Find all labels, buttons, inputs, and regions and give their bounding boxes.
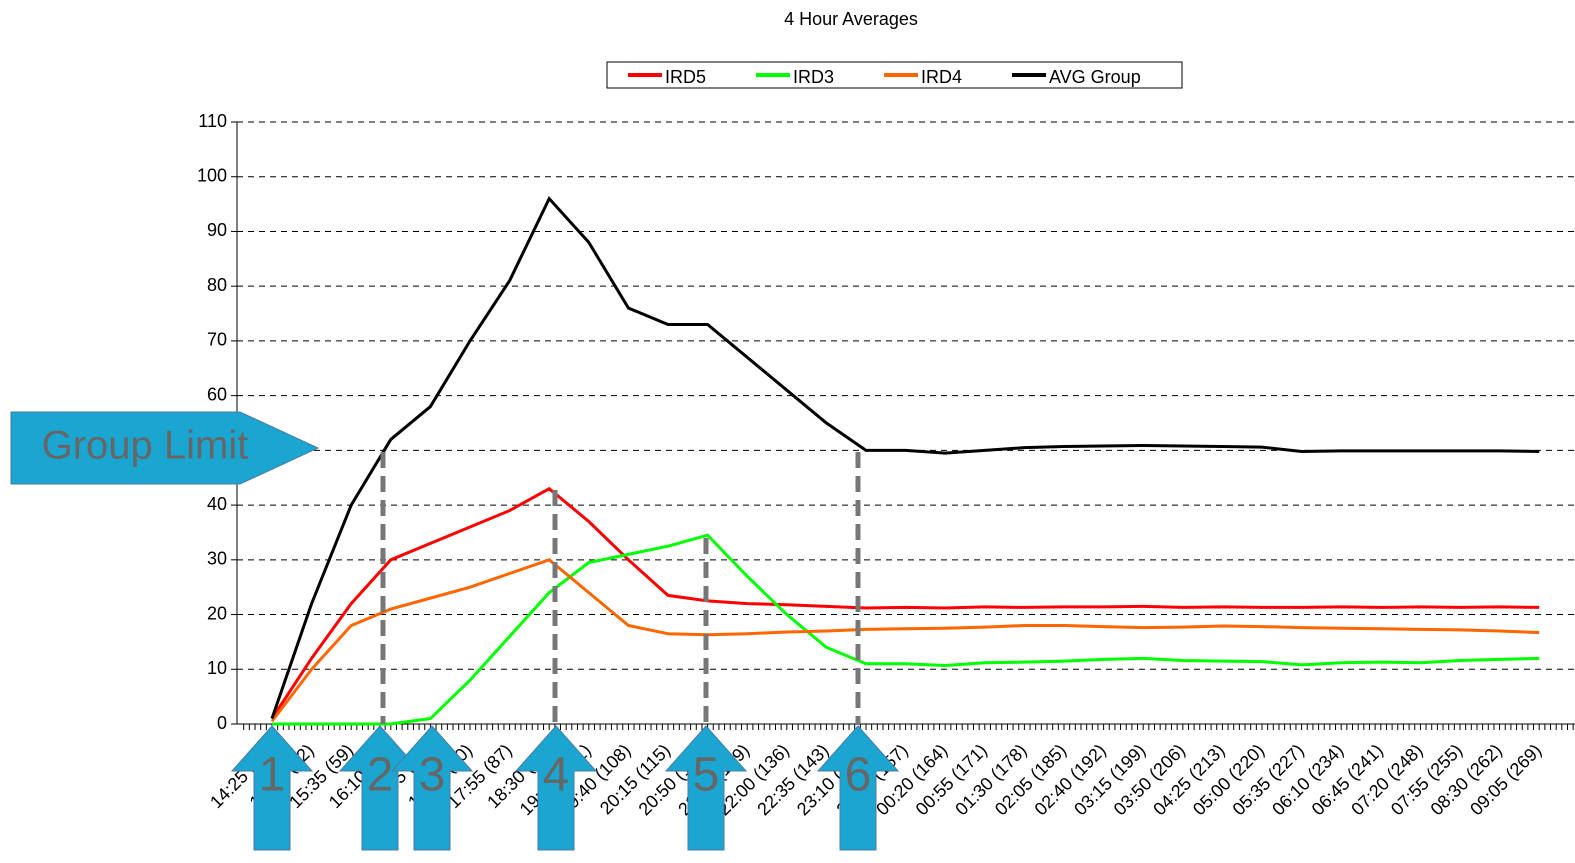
up-arrow [514,725,598,851]
plot: 010203040506070809010011014:25 (45)15:00… [197,111,1575,819]
arrow-number: 4 [543,749,570,802]
legend-box [606,61,1183,89]
up-arrow [816,725,900,851]
up-arrow [664,725,748,851]
arrow-number: 3 [419,749,446,802]
arrow-number: 2 [367,749,394,802]
series-line [272,533,1540,726]
y-tick-label: 90 [207,220,227,240]
dashed-guides [380,452,861,724]
up-arrow [230,725,314,851]
y-tick-label: 30 [207,549,227,569]
legend-label: IRD4 [921,67,962,87]
y-tick-label: 40 [207,494,227,514]
y-tick-label: 10 [207,658,227,678]
group-limit-arrow [10,411,320,485]
y-tick-label: 20 [207,603,227,623]
y-tick-label: 70 [207,330,227,350]
up-arrow [390,725,474,851]
y-tick-label: 80 [207,275,227,295]
arrow-number: 5 [693,749,720,802]
group-limit-label: Group Limit [42,424,249,468]
y-tick-label: 110 [198,111,227,131]
legend-label: AVG Group [1049,67,1141,87]
series-line [270,558,1540,723]
chart-title: 4 Hour Averages [784,9,918,29]
y-tick-label: 60 [207,384,227,404]
arrow-number: 6 [845,749,872,802]
legend-label: IRD3 [793,67,834,87]
legend-label: IRD5 [665,67,706,87]
y-tick-label: 100 [197,165,227,185]
series-line [270,195,1540,720]
series-line [270,486,1540,720]
arrow-number: 1 [259,749,286,802]
y-tick-label: 0 [217,713,227,733]
